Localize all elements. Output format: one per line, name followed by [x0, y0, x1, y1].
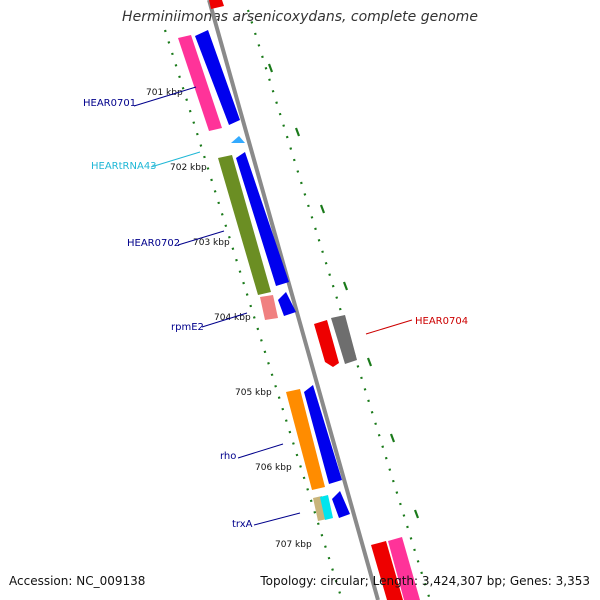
callout-trxA: [253, 512, 301, 526]
gene-rpmE2-pink: [260, 295, 278, 320]
gene-orange: [286, 389, 325, 490]
gene-label-HEAR0702: HEAR0702: [127, 238, 180, 249]
kbp-tick-707: 707 kbp: [275, 540, 312, 550]
callout-HEAR0702: [177, 230, 225, 246]
gene-HEAR0702: [236, 152, 289, 286]
callout-rpmE2: [201, 312, 248, 328]
genome-summary-text: Topology: circular; Length: 3,424,307 bp…: [260, 574, 590, 588]
callout-rho: [237, 443, 284, 459]
gene-HEAR0701: [195, 30, 240, 125]
callout-HEARtRNA43: [150, 151, 201, 168]
gene-trxA: [332, 491, 350, 518]
gene-rho: [304, 385, 342, 484]
gene-bottom-magenta: [388, 537, 420, 600]
trna-HEARtRNA43: [231, 136, 245, 143]
kbp-tick-702: 702 kbp: [170, 163, 207, 173]
gene-HEAR0704: [314, 320, 339, 367]
gene-label-HEARtRNA43: HEARtRNA43: [91, 161, 157, 172]
accession-text: Accession: NC_009138: [9, 574, 146, 588]
gene-label-HEAR0701: HEAR0701: [83, 98, 136, 109]
gene-HEAR0704-grey: [331, 315, 357, 364]
gene-rpmE2: [278, 292, 296, 316]
gene-HEAR0701-reverse: [178, 35, 222, 131]
gene-trxA-tan: [313, 496, 327, 521]
gene-bottom-red: [371, 541, 403, 600]
kbp-tick-706: 706 kbp: [255, 463, 292, 473]
gene-label-trxA: trxA: [232, 519, 253, 530]
kbp-tick-705: 705 kbp: [235, 388, 272, 398]
gene-label-rho: rho: [220, 451, 236, 462]
genome-backbone: [207, 0, 380, 600]
gene-HEAR0702-olive: [218, 155, 271, 295]
inner-tick-track: [163, 29, 344, 600]
kbp-tick-703: 703 kbp: [193, 238, 230, 248]
callout-HEAR0701: [133, 86, 197, 107]
gene-label-rpmE2: rpmE2: [171, 322, 204, 333]
gene-trxA-cyan: [320, 495, 333, 520]
gene-top-red: [209, 0, 224, 9]
gene-label-HEAR0704: HEAR0704: [415, 316, 468, 327]
kbp-tick-701: 701 kbp: [146, 88, 183, 98]
outer-major-ticks: [267, 63, 420, 519]
callout-HEAR0704: [365, 319, 413, 335]
